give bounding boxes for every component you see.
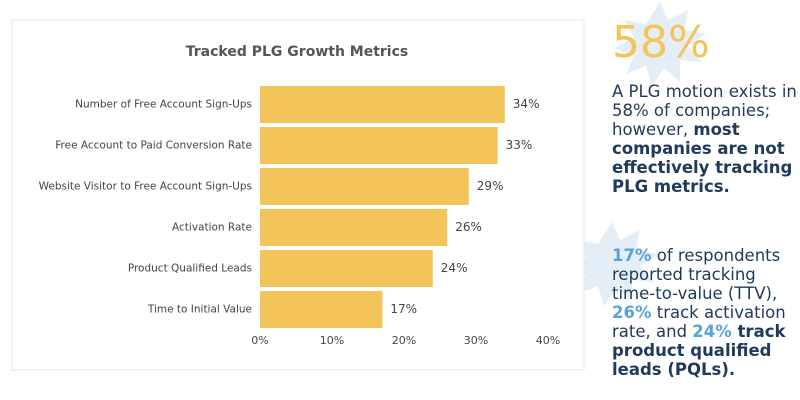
bar — [260, 291, 383, 328]
value-label: 29% — [477, 179, 504, 193]
y-tick-label: Website Visitor to Free Account Sign-Ups — [39, 181, 252, 193]
x-tick-label: 30% — [464, 334, 488, 347]
y-tick-label: Product Qualified Leads — [128, 263, 252, 275]
callout-paragraph: 17% of respondents reported tracking tim… — [612, 246, 798, 379]
callout-text: track product qualified leads (PQLs). — [612, 322, 786, 379]
bar — [260, 209, 448, 246]
callout-text: 17% — [612, 246, 652, 265]
y-tick-label: Number of Free Account Sign-Ups — [75, 99, 252, 111]
value-label: 26% — [455, 220, 482, 234]
starburst — [570, 222, 658, 306]
callout-text: of respondents reported tracking time-to… — [612, 246, 781, 303]
x-tick-label: 10% — [320, 334, 344, 347]
callout-text: A PLG motion exists in 58% of companies;… — [612, 82, 797, 139]
starburst — [614, 2, 706, 86]
bar — [260, 86, 505, 123]
callout-paragraph: A PLG motion exists in 58% of companies;… — [612, 82, 798, 196]
bar — [260, 127, 498, 164]
callout-text: most companies are not effectively track… — [612, 120, 793, 196]
callout-text: 24% — [692, 322, 732, 341]
y-tick-label: Time to Initial Value — [147, 304, 252, 316]
value-label: 34% — [513, 97, 540, 111]
x-tick-label: 0% — [251, 334, 268, 347]
bar — [260, 168, 469, 205]
x-tick-label: 40% — [536, 334, 560, 347]
value-label: 33% — [506, 138, 533, 152]
x-tick-label: 20% — [392, 334, 416, 347]
stat: 58% — [612, 17, 710, 68]
bar — [260, 250, 433, 287]
y-tick-label: Free Account to Paid Conversion Rate — [55, 140, 252, 152]
value-label: 17% — [390, 302, 417, 316]
callout-text: track activation rate, and — [612, 303, 786, 341]
callout-text: 26% — [612, 303, 652, 322]
chart-title: Tracked PLG Growth Metrics — [186, 44, 408, 60]
y-tick-label: Activation Rate — [172, 222, 252, 234]
value-label: 24% — [441, 261, 468, 275]
